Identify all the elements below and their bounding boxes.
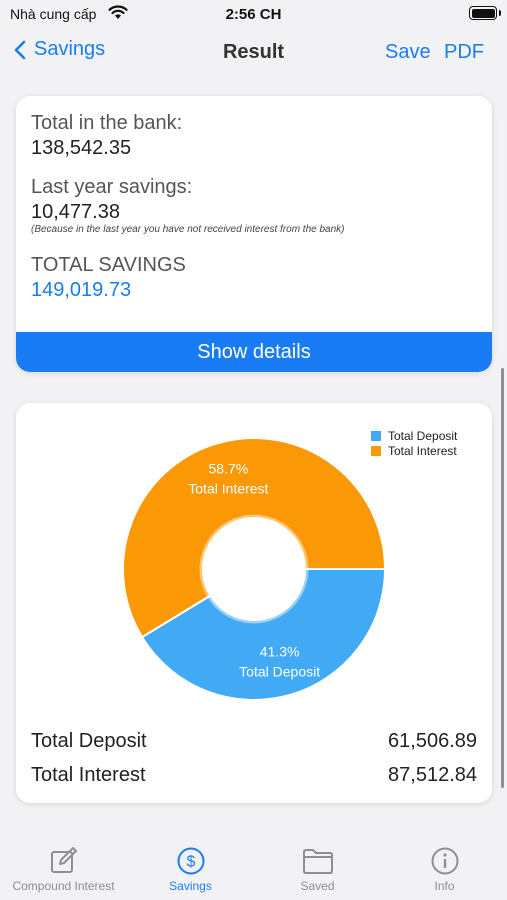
total-deposit-value: 61,506.89 (388, 730, 477, 752)
carrier-name: Nhà cung cấp (10, 6, 97, 22)
svg-text:$: $ (186, 854, 195, 871)
legend-label: Total Interest (388, 444, 457, 458)
legend-swatch (371, 431, 381, 441)
total-savings-label: TOTAL SAVINGS (31, 254, 186, 276)
tab-label: Info (434, 879, 455, 893)
slice-name-label: Total Deposit (239, 663, 320, 679)
total-interest-label: Total Interest (31, 764, 146, 786)
total-savings-value: 149,019.73 (31, 279, 132, 301)
back-button[interactable]: Savings (14, 38, 105, 61)
summary-card: Total in the bank: 138,542.35 Last year … (16, 96, 492, 372)
total-interest-value: 87,512.84 (388, 764, 477, 786)
total-deposit-label: Total Deposit (31, 730, 147, 752)
chevron-left-icon (14, 40, 26, 59)
battery-icon (469, 6, 501, 20)
folder-icon (302, 849, 333, 874)
slice-percent-label: 58.7% (209, 461, 249, 477)
save-button[interactable]: Save (385, 41, 431, 63)
last-year-savings-note: (Because in the last year you have not r… (31, 224, 345, 235)
tab-label: Savings (169, 879, 212, 893)
last-year-savings-value: 10,477.38 (31, 201, 120, 223)
tab-savings[interactable]: $ Savings (127, 835, 254, 893)
slice-total-interest (122, 437, 387, 639)
slice-name-label: Total Interest (188, 481, 268, 497)
slice-total-deposit (140, 568, 387, 701)
tab-label: Saved (300, 879, 335, 893)
chart-card: 41.3% Total Deposit 58.7% Total Interest Tot… (16, 403, 492, 803)
bank-total-label: Total in the bank: (31, 112, 183, 134)
info-icon (431, 847, 458, 875)
legend-swatch (371, 446, 381, 456)
dollar-icon: $ (177, 847, 204, 875)
status-time: 2:56 CH (225, 6, 282, 23)
show-details-button[interactable]: Show details (16, 332, 492, 372)
back-button-label: Savings (34, 38, 106, 60)
last-year-savings-label: Last year savings: (31, 176, 193, 198)
tab-info[interactable]: Info (381, 835, 507, 893)
navigation-bar: Savings Result Save PDF (0, 30, 507, 76)
tab-compound-interest[interactable]: Compound Interest (0, 835, 127, 893)
pdf-button[interactable]: PDF (444, 41, 484, 63)
edit-icon (50, 847, 77, 873)
legend-label: Total Deposit (388, 429, 458, 443)
tab-saved[interactable]: Saved (254, 835, 381, 893)
scroll-indicator[interactable] (501, 368, 504, 788)
status-bar: Nhà cung cấp 2:56 CH (0, 0, 507, 30)
bank-total-value: 138,542.35 (31, 137, 132, 159)
tab-bar: Compound Interest $ Savings Saved Info (0, 835, 507, 900)
tab-label: Compound Interest (12, 879, 115, 893)
slice-percent-label: 41.3% (260, 643, 300, 659)
wifi-icon (108, 5, 128, 19)
donut-inner-ring (199, 514, 309, 624)
